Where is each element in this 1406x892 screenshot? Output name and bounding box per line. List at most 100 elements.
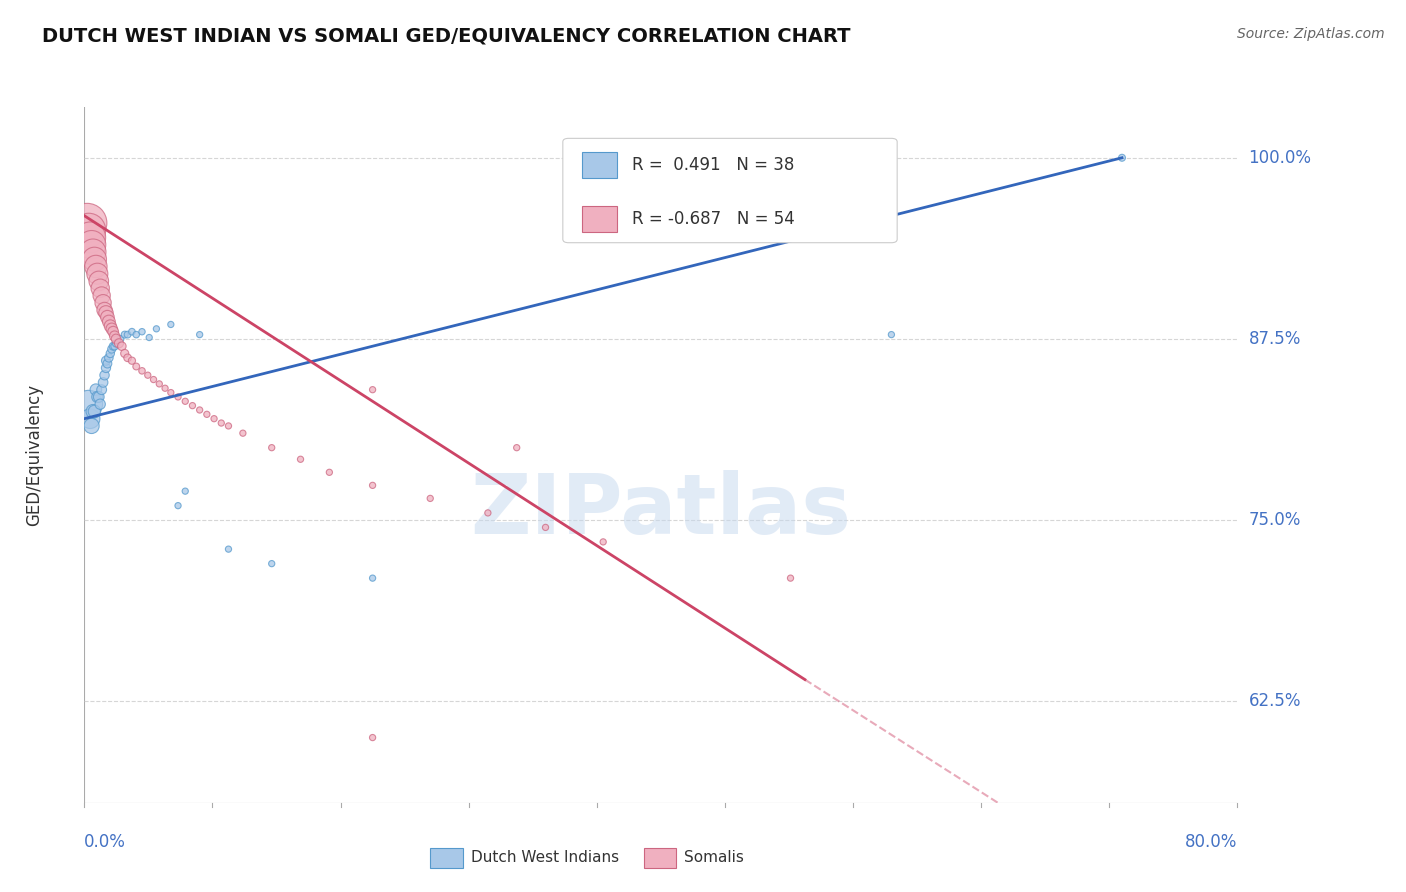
- Point: [94, 353, 117, 368]
- Text: 87.5%: 87.5%: [1249, 330, 1301, 348]
- Point: [86, 267, 108, 281]
- Point: [125, 327, 148, 342]
- Text: R = -0.687   N = 54: R = -0.687 N = 54: [633, 210, 794, 228]
- Point: [98, 318, 121, 333]
- Point: [260, 557, 283, 571]
- Point: [142, 372, 165, 386]
- FancyBboxPatch shape: [430, 848, 463, 868]
- Text: 62.5%: 62.5%: [1249, 692, 1301, 710]
- Point: [90, 383, 112, 397]
- Text: 80.0%: 80.0%: [1185, 833, 1237, 851]
- Point: [114, 327, 136, 342]
- Point: [80, 237, 103, 252]
- Text: R =  0.491   N = 38: R = 0.491 N = 38: [633, 156, 794, 174]
- Text: Somalis: Somalis: [683, 850, 744, 865]
- Point: [506, 441, 529, 455]
- Point: [83, 252, 105, 267]
- Point: [477, 506, 499, 520]
- Point: [260, 441, 283, 455]
- Point: [121, 325, 143, 339]
- Point: [534, 520, 557, 534]
- Point: [94, 306, 117, 320]
- Point: [217, 419, 239, 434]
- Point: [82, 404, 104, 418]
- Point: [77, 223, 100, 237]
- Point: [80, 419, 103, 434]
- Point: [131, 325, 153, 339]
- Point: [93, 368, 115, 383]
- Point: [121, 353, 143, 368]
- Point: [136, 368, 159, 383]
- Point: [87, 390, 110, 404]
- Point: [160, 318, 183, 332]
- Point: [232, 426, 254, 441]
- Point: [167, 390, 190, 404]
- Point: [290, 452, 312, 467]
- Point: [110, 332, 132, 346]
- Point: [117, 327, 139, 342]
- Point: [361, 478, 384, 492]
- Text: 0.0%: 0.0%: [84, 833, 127, 851]
- Point: [108, 336, 131, 351]
- Point: [90, 288, 112, 302]
- Point: [87, 274, 110, 288]
- Point: [114, 346, 136, 360]
- Point: [77, 397, 100, 411]
- Point: [82, 244, 104, 259]
- Point: [167, 499, 190, 513]
- Point: [419, 491, 441, 506]
- Point: [174, 484, 197, 499]
- Point: [117, 351, 139, 365]
- Point: [79, 230, 101, 244]
- Point: [217, 542, 239, 557]
- Point: [153, 381, 176, 395]
- Text: Source: ZipAtlas.com: Source: ZipAtlas.com: [1237, 27, 1385, 41]
- Point: [86, 390, 108, 404]
- Point: [195, 407, 218, 422]
- Point: [361, 731, 384, 745]
- Point: [98, 346, 121, 360]
- Point: [145, 322, 167, 336]
- Point: [97, 351, 120, 365]
- Point: [93, 302, 115, 317]
- Point: [76, 216, 98, 230]
- Point: [79, 411, 101, 425]
- Point: [361, 571, 384, 585]
- Point: [104, 339, 127, 353]
- Text: 75.0%: 75.0%: [1249, 511, 1301, 529]
- Point: [96, 310, 118, 325]
- Point: [779, 571, 801, 585]
- Point: [174, 394, 197, 409]
- Point: [105, 336, 128, 351]
- FancyBboxPatch shape: [582, 206, 617, 232]
- Point: [318, 465, 340, 479]
- Point: [100, 322, 122, 336]
- Point: [96, 357, 118, 371]
- Point: [91, 295, 114, 310]
- Point: [84, 260, 107, 274]
- Text: DUTCH WEST INDIAN VS SOMALI GED/EQUIVALENCY CORRELATION CHART: DUTCH WEST INDIAN VS SOMALI GED/EQUIVALE…: [42, 27, 851, 45]
- Text: GED/Equivalency: GED/Equivalency: [25, 384, 44, 526]
- Point: [84, 383, 107, 397]
- Point: [103, 339, 124, 353]
- Point: [202, 411, 225, 425]
- Point: [181, 399, 204, 413]
- Point: [83, 404, 105, 418]
- Point: [880, 327, 903, 342]
- FancyBboxPatch shape: [582, 152, 617, 178]
- Point: [105, 332, 128, 346]
- Point: [104, 329, 127, 343]
- FancyBboxPatch shape: [644, 848, 676, 868]
- Point: [94, 360, 117, 375]
- Point: [100, 342, 122, 356]
- Point: [111, 339, 134, 353]
- Point: [361, 383, 384, 397]
- Point: [103, 325, 124, 339]
- FancyBboxPatch shape: [562, 138, 897, 243]
- Point: [209, 416, 232, 430]
- Point: [148, 376, 170, 391]
- Point: [89, 281, 111, 295]
- Point: [160, 385, 183, 400]
- Point: [91, 376, 114, 390]
- Point: [188, 327, 211, 342]
